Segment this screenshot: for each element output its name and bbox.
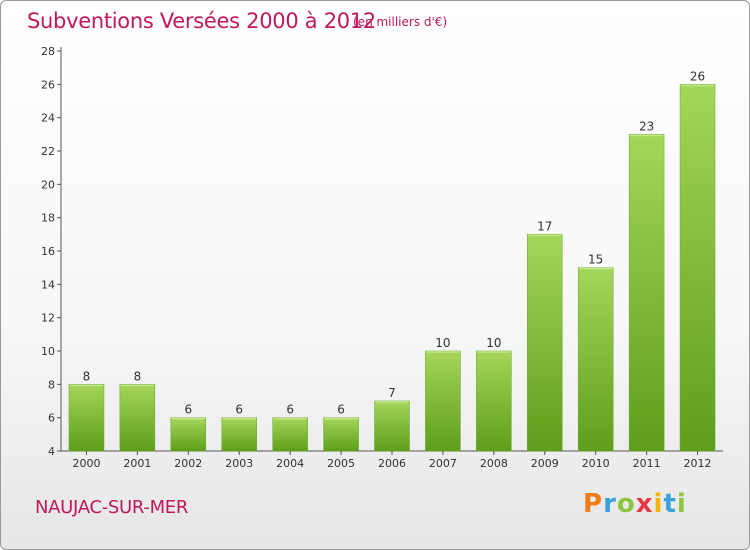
bar-value-label: 6: [184, 403, 192, 417]
logo-letter: t: [663, 489, 677, 519]
y-tick-label: 20: [41, 178, 55, 191]
bar: [425, 350, 461, 452]
bar-value-label: 10: [486, 336, 501, 350]
logo-letter: P: [583, 489, 604, 519]
proxiti-logo: Proxiti: [583, 489, 687, 519]
logo-letter: r: [603, 489, 617, 519]
bar: [527, 234, 563, 452]
location-name: NAUJAC-SUR-MER: [35, 497, 189, 518]
y-tick-label: 18: [41, 212, 55, 225]
logo-letter: i: [653, 489, 664, 519]
bar-value-label: 17: [537, 219, 552, 233]
logo-letter: i: [676, 489, 687, 519]
y-tick-label: 16: [41, 245, 55, 258]
x-tick-label: 2000: [72, 457, 100, 470]
bar: [68, 384, 105, 452]
bar: [119, 384, 156, 452]
x-tick-label: 2011: [633, 457, 661, 470]
bar: [221, 417, 257, 452]
x-tick-label: 2001: [123, 457, 151, 470]
bar: [323, 417, 359, 452]
x-tick-label: 2005: [327, 457, 355, 470]
bar-value-label: 10: [435, 336, 450, 350]
chart-title: Subventions Versées 2000 à 2012: [27, 9, 376, 33]
bar-value-label: 8: [83, 369, 91, 383]
bar: [577, 267, 614, 452]
y-tick-label: 22: [41, 145, 55, 158]
bar-value-label: 6: [286, 403, 294, 417]
bar: [628, 134, 665, 452]
bar: [374, 400, 410, 452]
logo-letter: x: [635, 489, 654, 519]
y-tick-label: 26: [41, 78, 55, 91]
y-tick-label: 4: [48, 445, 55, 458]
bar: [170, 417, 207, 452]
y-tick-label: 28: [41, 45, 55, 58]
bar-value-label: 23: [639, 119, 654, 133]
bar-value-label: 15: [588, 253, 603, 267]
x-tick-label: 2002: [174, 457, 202, 470]
bar-value-label: 6: [337, 403, 345, 417]
chart-subtitle: (en milliers d'€): [353, 15, 448, 29]
bar-value-label: 6: [235, 403, 243, 417]
x-tick-label: 2010: [582, 457, 610, 470]
x-tick-label: 2009: [531, 457, 559, 470]
y-tick-label: 8: [48, 378, 55, 391]
y-tick-label: 6: [48, 412, 55, 425]
bar-value-label: 7: [388, 386, 396, 400]
bar: [476, 350, 512, 452]
x-tick-label: 2007: [429, 457, 457, 470]
x-tick-label: 2012: [684, 457, 712, 470]
logo-letter: o: [616, 489, 636, 519]
x-tick-label: 2003: [225, 457, 253, 470]
y-tick-label: 10: [41, 345, 55, 358]
x-tick-label: 2006: [378, 457, 406, 470]
bar-value-label: 8: [134, 369, 142, 383]
y-tick-label: 14: [41, 278, 55, 291]
bar-value-label: 26: [690, 69, 705, 83]
x-tick-label: 2004: [276, 457, 304, 470]
y-tick-label: 24: [41, 112, 55, 125]
x-tick-label: 2008: [480, 457, 508, 470]
y-tick-label: 12: [41, 312, 55, 325]
bar: [272, 417, 308, 452]
bar: [679, 84, 716, 452]
